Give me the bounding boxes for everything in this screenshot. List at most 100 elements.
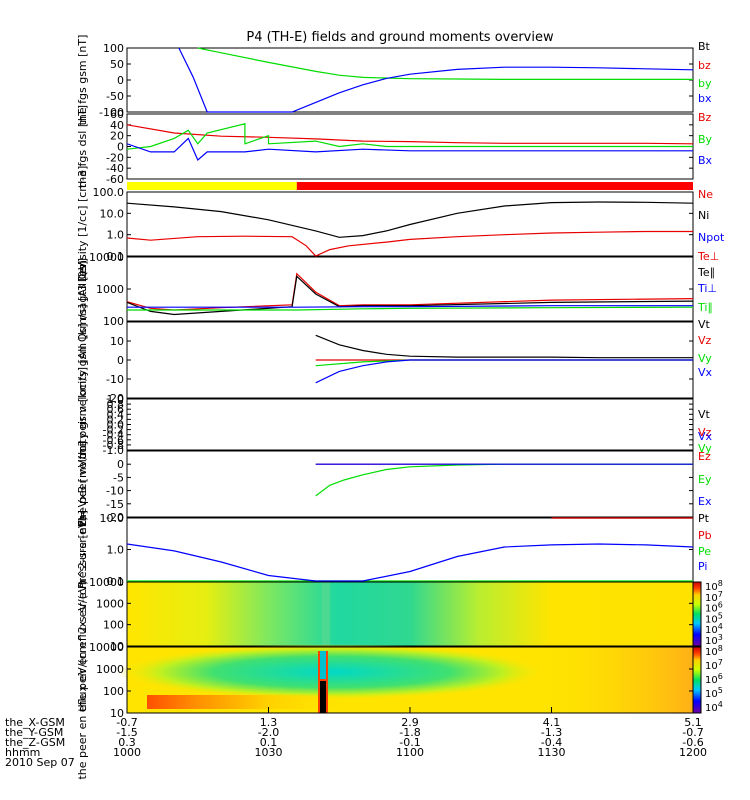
panel-frame <box>126 398 694 451</box>
colorbar-tick-label: 106 <box>705 672 723 686</box>
y-axis-label: E=-VxB [mV/m] <box>76 441 89 527</box>
series-line-Te∥ <box>126 275 694 316</box>
legend-label: bz <box>698 59 711 72</box>
series-line-Bz <box>126 124 694 145</box>
series-line-Ti⊥ <box>127 305 693 308</box>
spectrogram-low-energy-band <box>147 695 347 709</box>
legend-label: Bx <box>698 154 713 167</box>
y-tick-label: 100 <box>103 619 124 632</box>
y-tick-label: 1.0 <box>107 544 125 557</box>
legend-label: By <box>698 133 713 146</box>
x-tick-label: -1.8 <box>399 726 420 739</box>
x-tick-label: 1100 <box>396 746 424 759</box>
legend-label: Ti⊥ <box>697 282 717 295</box>
y-tick-label: 0.2 <box>107 413 125 426</box>
legend-label: Vt <box>698 408 711 421</box>
legend-label: Pb <box>698 529 712 542</box>
panel-10: 10000 1000 100 10 the peir en eflux eV/(cm^2… <box>76 516 723 711</box>
legend-label: Vy <box>698 352 712 365</box>
figure-title: P4 (TH-E) fields and ground moments over… <box>246 30 554 45</box>
y-tick-label: 10000 <box>89 641 124 654</box>
y-axis-label: Density [1/cc] [cm-3] <box>76 166 89 283</box>
state-bar-segment <box>127 182 297 190</box>
legend-label: Pe <box>698 545 711 558</box>
x-tick-label: -0.4 <box>541 736 562 749</box>
colorbar-tick-label: 104 <box>705 700 723 714</box>
x-tick-label: 0.3 <box>118 736 136 749</box>
x-tick-label: 1130 <box>538 746 566 759</box>
legend-label: Pi <box>698 560 707 573</box>
legend-label: Te⊥ <box>697 250 719 263</box>
panel-4: 100.0 10.0 1.0 0.1 Density [1/cc] [cm-3] Ne Ni… <box>76 166 725 283</box>
colorbar-tick-label: 106 <box>705 601 723 615</box>
legend-label: Npot <box>698 231 725 244</box>
x-tick-label: 1000 <box>113 746 141 759</box>
y-tick-label: 0.6 <box>107 403 125 416</box>
y-tick-label: 100 <box>103 315 124 328</box>
legend-label: Vy <box>698 442 712 455</box>
colorbar-tick-label: 107 <box>705 590 723 604</box>
y-axis-label: the peir en eflux eV/(cm^2-s-sr-eV) <box>76 516 89 711</box>
colorbar-tick-label: 108 <box>705 579 723 593</box>
y-tick-label: -40 <box>106 162 124 175</box>
x-tick-label: -0.7 <box>116 716 137 729</box>
legend-label: Ex <box>698 495 712 508</box>
panel-11: 10000 1000 100 10 the peer en eflux eV/(cm^2… <box>76 580 723 779</box>
series-line-Pi <box>126 543 694 582</box>
colorbar-tick-label: 103 <box>705 633 723 647</box>
y-tick-label: -0.2 <box>103 424 124 437</box>
y-tick-label: 10.0 <box>100 512 125 525</box>
legend-label: Ti∥ <box>697 301 713 314</box>
panel-5: 10000 1000 100 magt3 [eV] Te⊥ Te∥ Ti⊥ Ti∥ <box>76 250 719 328</box>
legend-label: bx <box>698 92 712 105</box>
colorbar <box>692 646 702 714</box>
y-tick-label: 10000 <box>89 576 124 589</box>
x-tick-label: -0.6 <box>682 736 703 749</box>
series-line-By <box>126 123 693 150</box>
panel-frame <box>126 450 694 518</box>
time-axis: -0.7-1.50.310001.3-2.00.110302.9-1.8-0.1… <box>5 707 707 769</box>
series-line-Te⊥ <box>126 272 694 311</box>
series-line-Bx <box>126 137 693 161</box>
x-tick-label: -1.3 <box>541 726 562 739</box>
panel-1: 100 50 0 -50 -100 the fgs gsm [nT] Bt bz by bx <box>76 35 712 126</box>
y-tick-label: -20 <box>106 392 124 405</box>
y-tick-label: 10 <box>110 640 124 653</box>
legend-label: Vz <box>698 426 712 439</box>
x-tick-label: -0.7 <box>682 726 703 739</box>
x-tick-label: 1030 <box>255 746 283 759</box>
legend-label: Vx <box>698 366 713 379</box>
y-tick-label: -0.6 <box>103 434 124 447</box>
y-tick-label: -0.4 <box>103 429 124 442</box>
y-tick-label: 50 <box>110 58 124 71</box>
legend-label: Vt <box>698 318 711 331</box>
legend-label: Pt <box>698 512 710 525</box>
y-tick-label: 10 <box>110 335 124 348</box>
x-tick-label: 0.1 <box>260 736 278 749</box>
x-axis-row-label: the_Z-GSM <box>5 736 65 749</box>
panel-3 <box>127 182 693 190</box>
y-tick-label: 0.0 <box>107 419 125 432</box>
y-tick-label: 0.1 <box>107 575 125 588</box>
series-line-Ti∥ <box>127 306 694 311</box>
legend-label: Ey <box>698 473 712 486</box>
legend-label: Bt <box>698 40 711 53</box>
panel-frame <box>126 256 694 322</box>
y-tick-label: 1.0 <box>107 229 125 242</box>
legend-label: Ne <box>698 188 713 201</box>
spectrogram-cold-region <box>117 644 547 700</box>
x-tick-label: 5.1 <box>684 716 702 729</box>
state-bar-segment <box>296 182 693 190</box>
y-tick-label: 1000 <box>96 663 124 676</box>
y-tick-label: -50 <box>106 90 124 103</box>
colorbar-tick-label: 108 <box>705 644 723 658</box>
y-tick-label: 1000 <box>96 283 124 296</box>
y-tick-label: 0 <box>117 141 124 154</box>
x-tick-label: -2.0 <box>258 726 279 739</box>
y-tick-label: 100 <box>103 685 124 698</box>
y-tick-label: 100 <box>103 42 124 55</box>
